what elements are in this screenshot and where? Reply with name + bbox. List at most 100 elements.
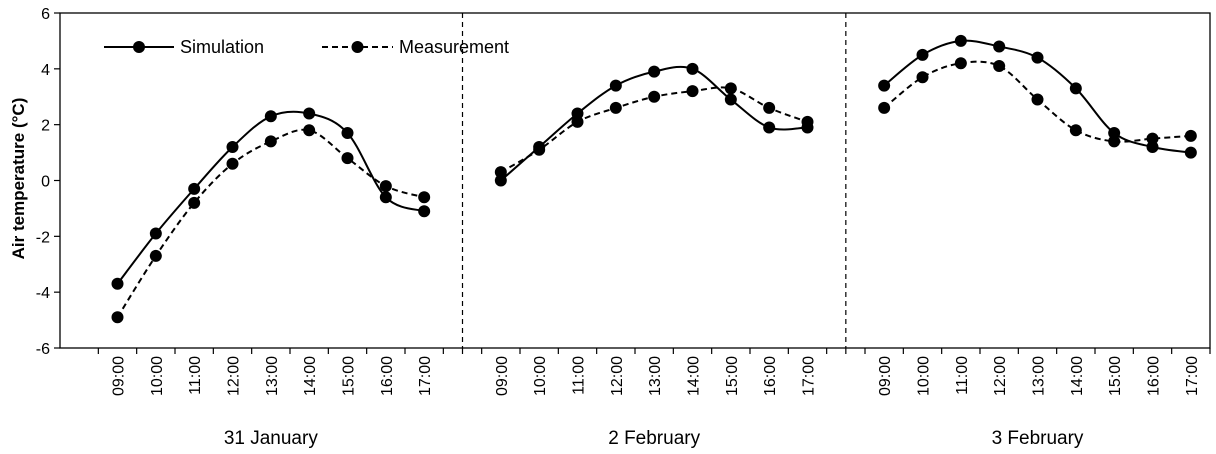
- y-tick-label: -4: [36, 285, 50, 302]
- series-simulation: [111, 34, 1197, 290]
- x-tick-label: 09:00: [877, 356, 894, 396]
- data-point: [418, 205, 431, 218]
- data-point: [763, 121, 776, 134]
- y-axis-label: Air temperature (°C): [9, 98, 28, 260]
- x-tick-label: 09:00: [494, 356, 511, 396]
- data-point: [341, 152, 354, 165]
- x-tick-label: 13:00: [264, 356, 281, 396]
- data-point: [1069, 82, 1082, 95]
- data-point: [724, 82, 737, 95]
- x-tick-label: 11:00: [954, 356, 971, 395]
- data-point: [418, 191, 431, 204]
- x-tick-label: 13:00: [1031, 356, 1048, 396]
- data-point: [686, 62, 699, 75]
- x-tick-label: 17:00: [417, 356, 434, 396]
- data-point: [379, 180, 392, 193]
- data-point: [494, 174, 507, 187]
- data-point: [724, 93, 737, 106]
- x-tick-label: 10:00: [532, 356, 549, 396]
- data-point: [916, 71, 929, 84]
- data-point: [188, 196, 201, 209]
- axes: -6 -4 -2 0 2 4 6 Air temperature (°C) 09:00 10:00…: [9, 6, 1211, 449]
- x-tick-label: 14:00: [686, 356, 703, 396]
- data-point: [264, 135, 277, 148]
- legend-label: Measurement: [399, 37, 509, 57]
- data-point: [571, 115, 584, 128]
- data-point: [648, 90, 661, 103]
- data-point: [571, 107, 584, 120]
- x-tick-label: 15:00: [1107, 356, 1124, 396]
- data-point: [801, 115, 814, 128]
- data-point: [648, 65, 661, 78]
- data-point: [341, 127, 354, 140]
- data-point: [609, 79, 622, 92]
- x-tick-label: 12:00: [226, 356, 243, 396]
- data-point: [379, 191, 392, 204]
- x-tick-label: 15:00: [341, 356, 358, 396]
- data-point: [494, 166, 507, 179]
- data-point: [1146, 132, 1159, 145]
- data-point: [264, 110, 277, 123]
- data-point: [226, 157, 239, 170]
- x-tick-label: 16:00: [379, 356, 396, 396]
- x-tick-label: 14:00: [1069, 356, 1086, 396]
- data-point: [1031, 51, 1044, 64]
- series-layer: [111, 34, 1197, 324]
- series-line: [500, 65, 808, 182]
- series-measurement: [111, 57, 1197, 324]
- x-tick-label: 11:00: [571, 356, 588, 395]
- group-label: 2 February: [608, 428, 700, 449]
- data-point: [954, 34, 967, 47]
- data-point: [303, 107, 316, 120]
- data-point: [1069, 124, 1082, 137]
- data-point: [916, 48, 929, 61]
- group-label: 3 February: [992, 428, 1084, 449]
- day-separators: [461, 13, 847, 354]
- data-point: [993, 60, 1006, 73]
- y-tick-label: 2: [41, 118, 50, 135]
- data-point: [111, 277, 124, 290]
- series-line: [116, 128, 425, 318]
- x-tick-label: 12:00: [609, 356, 626, 396]
- y-tick-label: 6: [41, 6, 50, 23]
- data-point: [533, 143, 546, 156]
- x-tick-label: 17:00: [801, 356, 818, 396]
- x-tick-label: 11:00: [187, 356, 204, 395]
- x-tick-label: 14:00: [302, 356, 319, 396]
- group-label: 31 January: [224, 428, 319, 449]
- x-tick-label: 16:00: [762, 356, 779, 396]
- legend-marker: [351, 41, 364, 53]
- data-point: [878, 79, 891, 92]
- x-tick-label: 16:00: [1146, 356, 1163, 396]
- data-point: [1184, 146, 1197, 159]
- data-point: [226, 141, 239, 153]
- data-point: [954, 57, 967, 70]
- data-point: [303, 124, 316, 137]
- data-point: [686, 85, 699, 98]
- data-point: [993, 40, 1006, 53]
- data-point: [1108, 127, 1121, 140]
- y-tick-label: 4: [41, 62, 50, 79]
- data-point: [763, 101, 776, 114]
- x-tick-label: 15:00: [724, 356, 741, 396]
- data-point: [188, 182, 201, 195]
- data-point: [878, 101, 891, 114]
- legend: Simulation Measurement: [104, 37, 509, 57]
- y-tick-label: -6: [36, 341, 50, 358]
- data-point: [1146, 141, 1159, 153]
- x-tick-label: 10:00: [916, 356, 933, 396]
- legend-marker: [133, 41, 145, 53]
- x-tick-label: 09:00: [111, 356, 128, 396]
- y-tick-label: 0: [41, 174, 50, 191]
- data-point: [1108, 135, 1121, 148]
- data-point: [149, 249, 162, 262]
- data-point: [149, 227, 162, 240]
- x-tick-label: 12:00: [992, 356, 1009, 396]
- data-point: [1184, 129, 1197, 142]
- data-point: [1031, 93, 1044, 106]
- x-tick-label: 10:00: [149, 356, 166, 396]
- x-tick-label: 13:00: [647, 356, 664, 396]
- y-tick-label: -2: [36, 229, 50, 246]
- data-point: [609, 101, 622, 114]
